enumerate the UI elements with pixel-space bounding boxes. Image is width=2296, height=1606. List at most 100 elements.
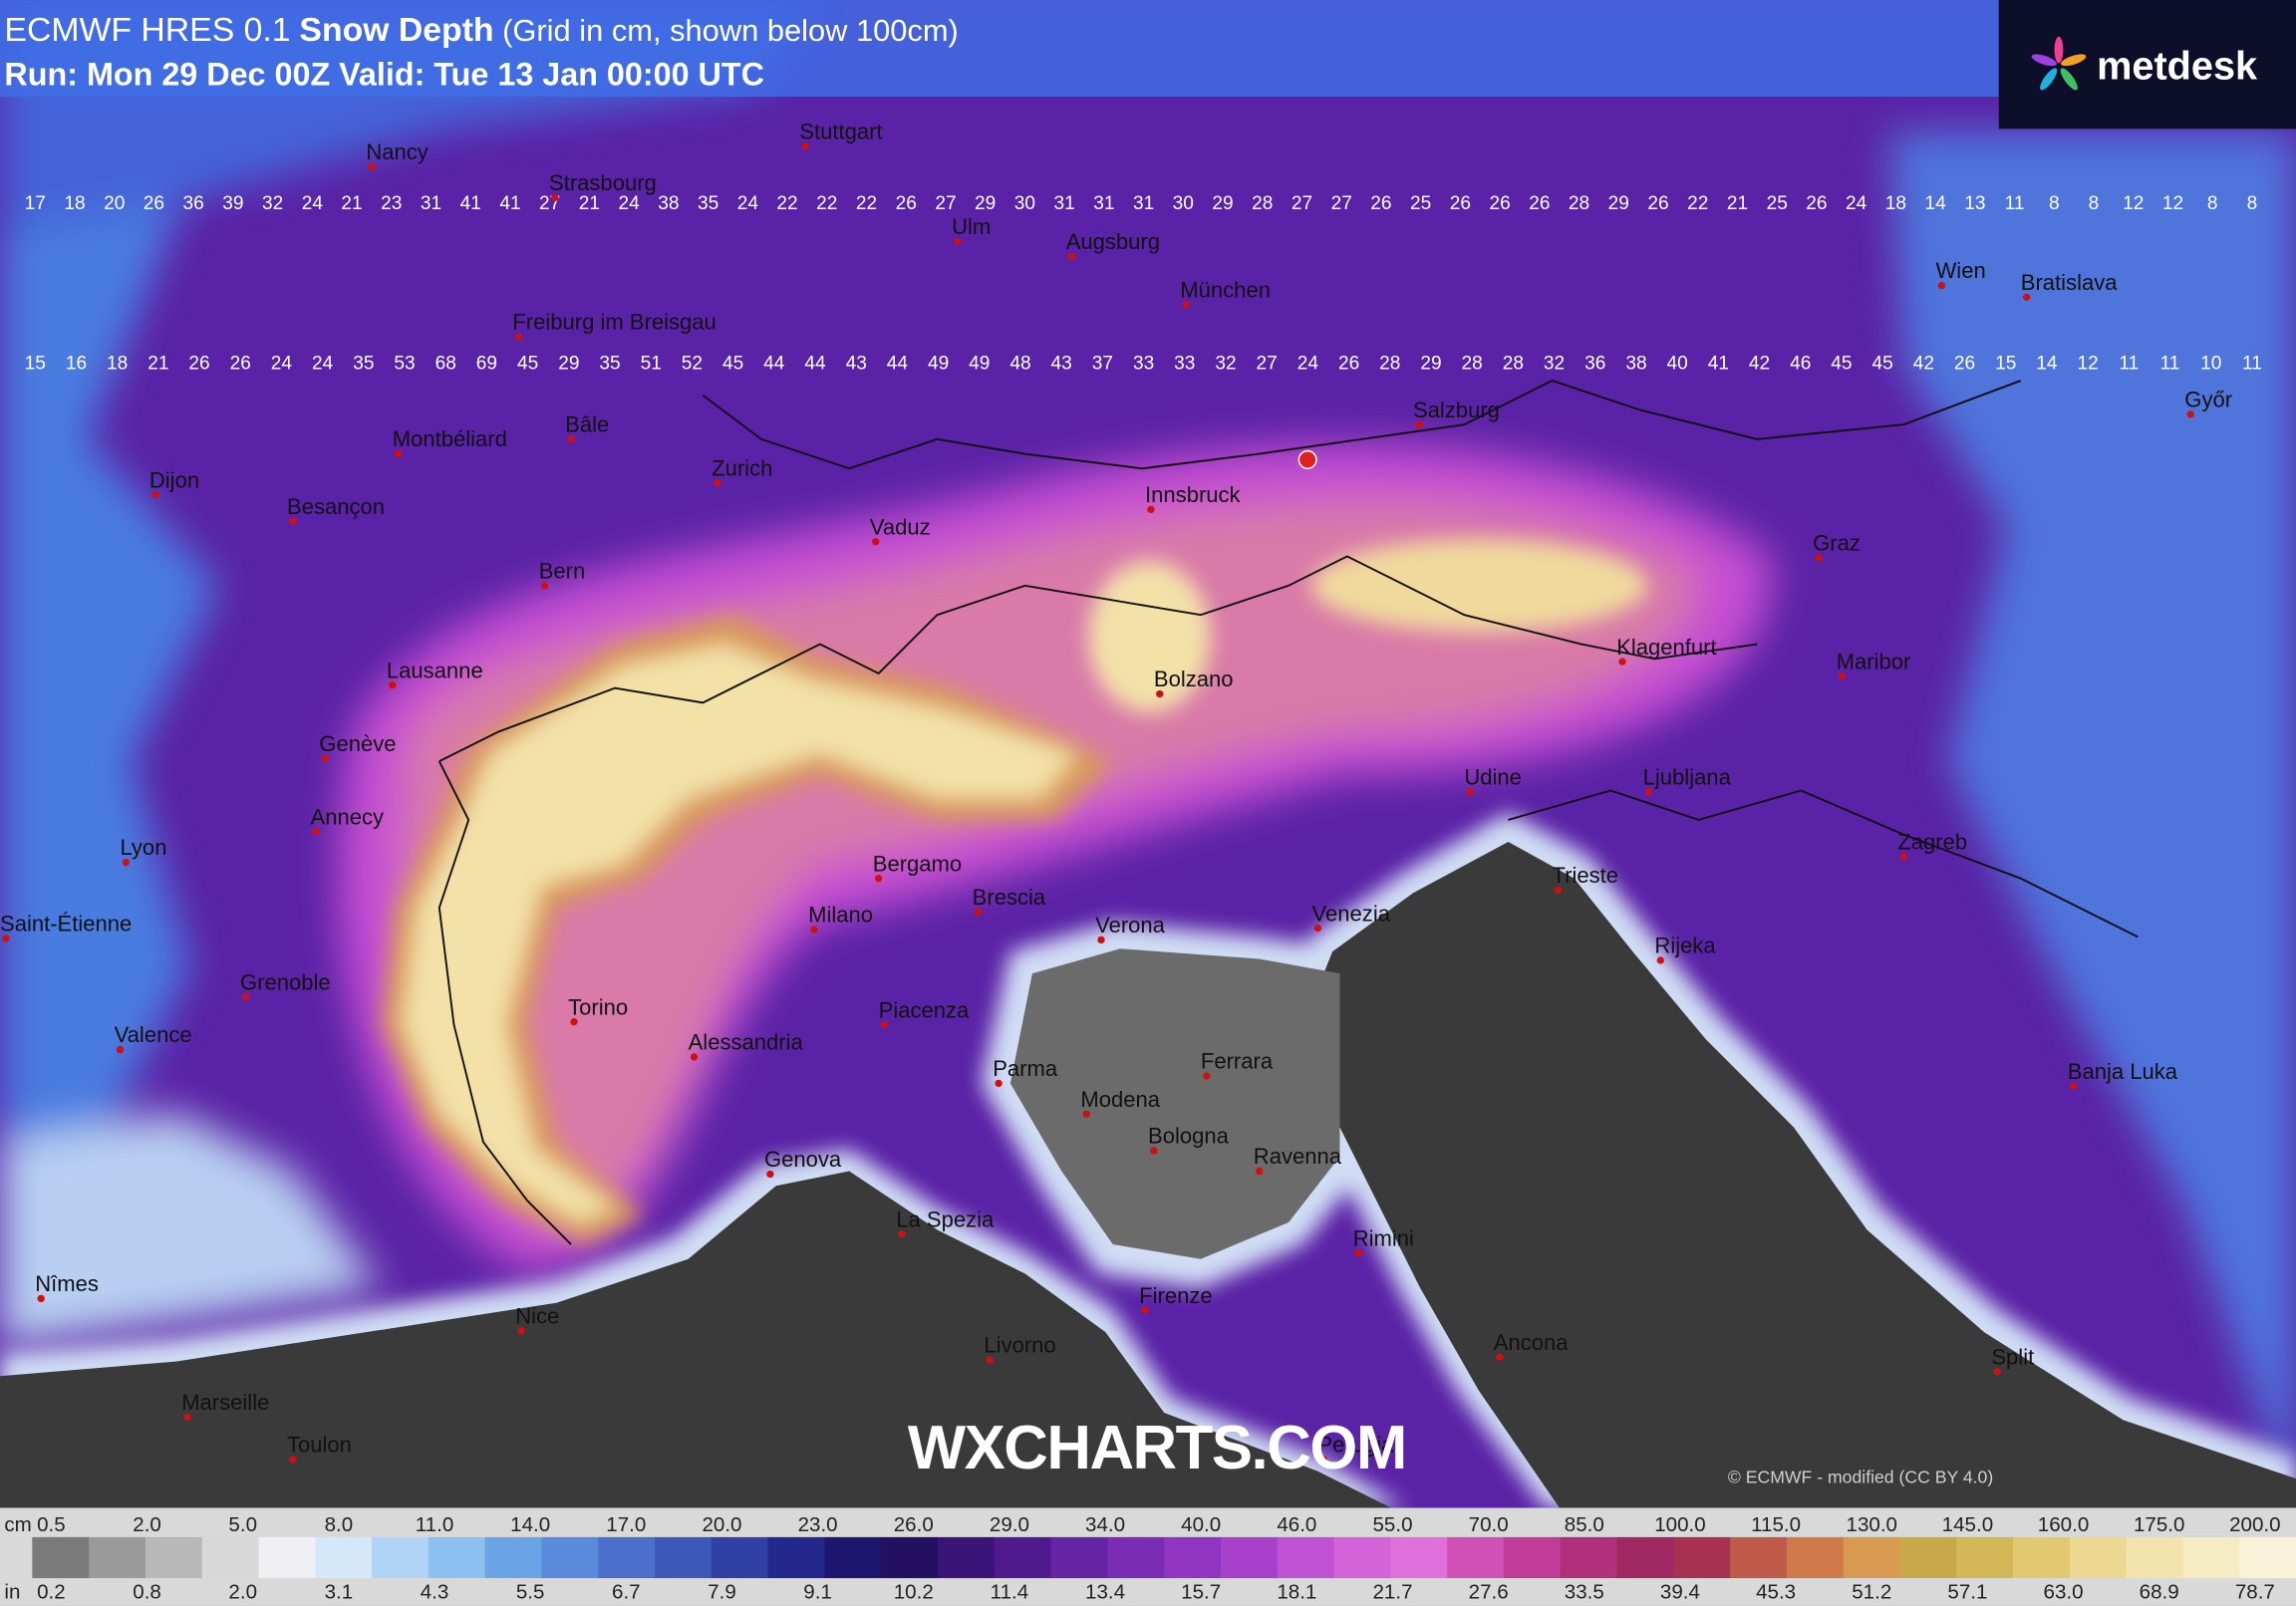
- note: (Grid in cm, shown below 100cm): [494, 13, 959, 48]
- city-dot: [1466, 788, 1474, 796]
- legend-label: 5.0: [228, 1513, 257, 1536]
- legend-label: 23.0: [798, 1513, 838, 1536]
- city-dot: [570, 1018, 578, 1026]
- grid-value: 12: [2078, 353, 2099, 374]
- legend-label: 115.0: [1751, 1513, 1801, 1536]
- legend-label: 21.7: [1372, 1581, 1412, 1604]
- grid-value: 8: [2207, 193, 2218, 214]
- legend-label: 10.2: [894, 1581, 934, 1604]
- city-label: Graz: [1813, 531, 1861, 556]
- grid-value: 68: [435, 353, 456, 374]
- grid-value: 32: [262, 193, 283, 214]
- legend-swatch: [824, 1536, 882, 1579]
- legend: cm in 0.5 2.0 5.0 8.0 11.0 14.0 17.0 20.0 23.0 26…: [0, 1507, 2296, 1606]
- grid-value: 24: [271, 353, 293, 374]
- city-dot: [2069, 1082, 2078, 1090]
- grid-value: 26: [1450, 193, 1471, 214]
- legend-swatch: [1164, 1536, 1222, 1579]
- city-label: Bolzano: [1154, 667, 1234, 691]
- grid-value: 69: [476, 353, 497, 374]
- legend-swatch: [2013, 1536, 2071, 1579]
- grid-value: 28: [1379, 353, 1400, 374]
- grid-value: 42: [1913, 353, 1934, 374]
- legend-swatch: [1107, 1536, 1165, 1579]
- city-label: Verona: [1095, 913, 1166, 937]
- city-label: Livorno: [984, 1333, 1055, 1358]
- grid-value: 45: [1872, 353, 1893, 374]
- city-label: Salzburg: [1413, 398, 1500, 422]
- grid-value: 41: [499, 193, 520, 214]
- legend-label: 175.0: [2134, 1513, 2184, 1536]
- grid-values: 17 18 20 26 36 39 32 24 21 23 31 41 41 27 21 24 38 35 24 22…: [25, 193, 2262, 374]
- grid-value: 31: [421, 193, 441, 214]
- legend-label: 2.0: [228, 1581, 257, 1604]
- city-label: Genova: [764, 1147, 842, 1172]
- grid-value: 26: [1647, 193, 1668, 214]
- city-label: Rijeka: [1654, 934, 1716, 958]
- city-dot: [986, 1356, 994, 1364]
- legend-label: 3.1: [325, 1581, 354, 1604]
- logo-text: metdesk: [2097, 44, 2258, 88]
- city-labels: Nancy Strasbourg Stuttgart Ulm Augsburg Münch…: [0, 120, 2232, 1464]
- grid-value: 26: [1338, 353, 1359, 374]
- grid-value: 37: [1092, 353, 1113, 374]
- city-dot: [954, 237, 962, 246]
- city-label: Genève: [319, 731, 396, 756]
- legend-swatch: [1277, 1536, 1335, 1579]
- legend-label: 2.0: [133, 1513, 161, 1536]
- legend-swatch: [1616, 1536, 1675, 1579]
- grid-value: 43: [1051, 353, 1072, 374]
- grid-value: 27: [1292, 193, 1312, 214]
- city-label: Bratislava: [2021, 270, 2118, 295]
- city-label: Zagreb: [1897, 829, 1967, 854]
- grid-value: 15: [1995, 353, 2016, 374]
- city-dot: [395, 449, 403, 458]
- city-label: Zurich: [712, 456, 772, 481]
- city-label: Győr: [2184, 388, 2232, 412]
- grid-value: 33: [1174, 353, 1195, 374]
- grid-value: 24: [737, 193, 759, 214]
- copyright: © ECMWF - modified (CC BY 4.0): [1728, 1468, 1993, 1487]
- city-dot: [1937, 281, 1946, 290]
- city-label: München: [1180, 277, 1271, 302]
- city-dot: [151, 491, 159, 499]
- grid-value: 46: [1790, 353, 1811, 374]
- grid-value: 20: [104, 193, 125, 214]
- grid-value: 8: [2089, 193, 2100, 214]
- city-dot: [37, 1294, 45, 1303]
- city-label: Venezia: [1312, 901, 1391, 926]
- city-label: Torino: [568, 994, 628, 1019]
- logo-icon: [2031, 36, 2087, 91]
- legend-strip: [32, 1536, 2296, 1579]
- city-dot: [1203, 1072, 1211, 1080]
- grid-value: 27: [1331, 193, 1352, 214]
- grid-value: 8: [2049, 193, 2060, 214]
- marker: [1297, 449, 1317, 469]
- legend-label: 160.0: [2038, 1513, 2089, 1536]
- grid-value: 22: [856, 193, 877, 214]
- legend-label: 13.4: [1085, 1581, 1125, 1604]
- city-label: Augsburg: [1066, 229, 1160, 254]
- grid-value: 39: [222, 193, 243, 214]
- model: ECMWF HRES 0.1: [4, 11, 290, 49]
- city-dot: [122, 858, 131, 867]
- city-label: Marseille: [181, 1390, 269, 1415]
- legend-label: 8.0: [325, 1513, 354, 1536]
- legend-label: 14.0: [510, 1513, 550, 1536]
- legend-swatch: [428, 1536, 486, 1579]
- city-dot: [1141, 1306, 1149, 1314]
- grid-value: 26: [896, 193, 917, 214]
- legend-label: 15.7: [1181, 1581, 1221, 1604]
- grid-value: 18: [64, 193, 85, 214]
- grid-value: 22: [1687, 193, 1708, 214]
- city-label: Parma: [993, 1056, 1058, 1081]
- legend-label: 63.0: [2044, 1581, 2084, 1604]
- grid-value: 27: [935, 193, 956, 214]
- legend-label: 51.2: [1852, 1581, 1891, 1604]
- legend-label: 57.1: [1947, 1581, 1987, 1604]
- grid-value: 29: [558, 353, 579, 374]
- city-dot: [312, 827, 321, 836]
- grid-value: 21: [1727, 193, 1748, 214]
- grid-value: 26: [188, 353, 209, 374]
- city-dot: [289, 517, 297, 525]
